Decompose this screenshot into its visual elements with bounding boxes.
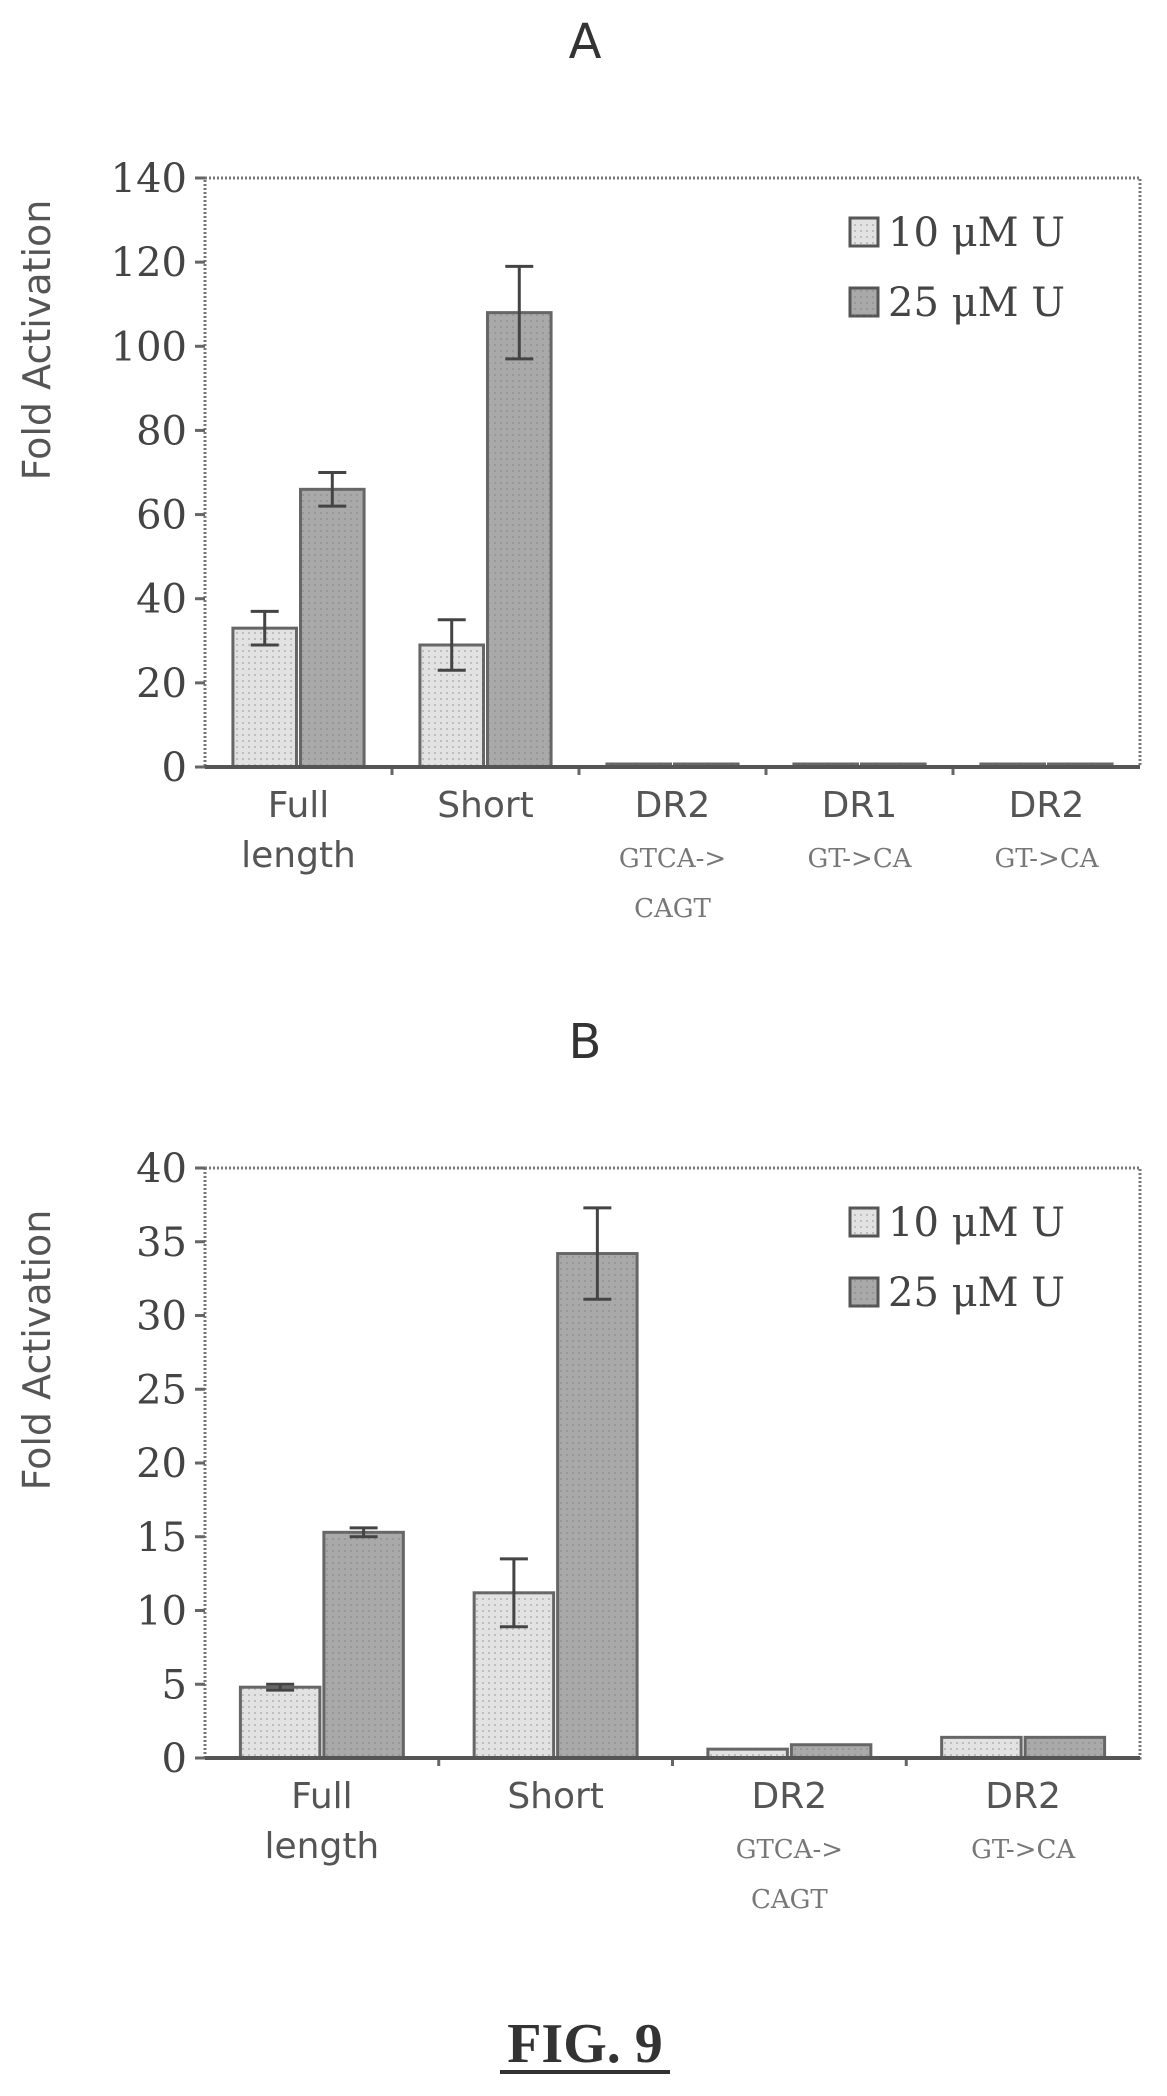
panel-b-legend-label: 25 μM U bbox=[888, 1270, 1065, 1316]
panel-b-category-sublabel: GT->CA bbox=[971, 1835, 1076, 1865]
panel-a-bar-texture bbox=[300, 489, 365, 767]
panel-b-bar-texture bbox=[240, 1687, 320, 1758]
panel-b-y-axis-label: Fold Activation bbox=[15, 1210, 59, 1491]
panel-b-category-label: DR2 bbox=[985, 1776, 1061, 1817]
panel-b-y-tick-label: 15 bbox=[136, 1515, 187, 1561]
panel-a-legend-label: 10 μM U bbox=[888, 210, 1065, 256]
panel-a-letter: A bbox=[569, 14, 602, 70]
panel-a-plot: 0 20 40 60 80 100 120 140 Full length Short DR2 GTCA… bbox=[111, 156, 1142, 924]
panel-b-legend-swatch-texture bbox=[850, 1208, 878, 1236]
panel-a-y-tick-label: 20 bbox=[136, 661, 187, 707]
panel-b-bar-texture bbox=[323, 1532, 404, 1758]
panel-b-y-tick-label: 10 bbox=[136, 1589, 187, 1635]
panel-b-letter: B bbox=[569, 1014, 602, 1070]
panel-a-category-label: DR2 bbox=[1009, 785, 1085, 826]
panel-a-y-axis-label: Fold Activation bbox=[15, 200, 59, 481]
panel-a-category-sublabel: GT->CA bbox=[995, 844, 1100, 874]
panel-b-bar-texture bbox=[1025, 1737, 1105, 1758]
panel-b-plot: 0 5 10 15 20 25 30 35 40 Full length Short DR2 GTCA->… bbox=[136, 1146, 1142, 1915]
panel-b-category-sublabel-2: CAGT bbox=[751, 1885, 828, 1915]
panel-a-legend-swatch-texture bbox=[850, 218, 878, 246]
panel-b-category-label: Full bbox=[291, 1776, 353, 1817]
panel-a-category-sublabel: length bbox=[241, 835, 356, 876]
panel-a-category-sublabel: GT->CA bbox=[808, 844, 913, 874]
panel-b-category-sublabel: GTCA-> bbox=[736, 1835, 843, 1865]
panel-b-y-tick-label: 20 bbox=[136, 1441, 187, 1487]
figure-label: FIG. 9 bbox=[507, 2013, 663, 2075]
panel-a-bar-texture bbox=[487, 312, 552, 767]
panel-a-y-tick-label: 40 bbox=[136, 577, 187, 623]
panel-b-y-tick-label: 30 bbox=[136, 1294, 187, 1340]
panel-b-category-sublabel: length bbox=[265, 1826, 380, 1867]
panel-b-category-label: Short bbox=[507, 1776, 604, 1817]
panel-a-category-sublabel-2: CAGT bbox=[634, 894, 711, 924]
panel-b-y-tick-label: 5 bbox=[162, 1662, 187, 1708]
panel-b-bar-texture bbox=[707, 1749, 788, 1758]
panel-a-y-tick-label: 120 bbox=[111, 240, 187, 286]
panel-b-y-tick-label: 40 bbox=[136, 1146, 187, 1192]
panel-a-y-tick-label: 140 bbox=[111, 156, 187, 202]
panel-b-bar-texture bbox=[941, 1737, 1022, 1758]
panel-a-y-tick-label: 60 bbox=[136, 493, 187, 539]
panel-a-y-tick-label: 100 bbox=[111, 324, 187, 370]
panel-a-category-sublabel: GTCA-> bbox=[619, 844, 726, 874]
panel-a-category-label: DR2 bbox=[635, 785, 711, 826]
panel-b-bar-texture bbox=[791, 1744, 871, 1758]
panel-b-y-tick-label: 0 bbox=[162, 1736, 187, 1782]
panel-a-category-label: Full bbox=[268, 785, 330, 826]
panel-a: A Fold Activation 0 20 40 60 80 100 120 140 Full… bbox=[15, 14, 1142, 924]
panel-b-category-label: DR2 bbox=[752, 1776, 828, 1817]
panel-a-bar-texture bbox=[232, 628, 297, 767]
panel-a-plot-frame bbox=[203, 176, 1142, 769]
panel-b-legend-label: 10 μM U bbox=[888, 1200, 1065, 1246]
panel-a-legend-label: 25 μM U bbox=[888, 280, 1065, 326]
panel-b-y-tick-label: 35 bbox=[136, 1220, 187, 1266]
panel-a-y-tick-label: 80 bbox=[136, 408, 187, 454]
panel-a-legend-swatch-texture bbox=[850, 288, 878, 316]
panel-b-legend-swatch-texture bbox=[850, 1278, 878, 1306]
panel-b-y-tick-label: 25 bbox=[136, 1367, 187, 1413]
panel-b-bar-texture bbox=[557, 1253, 638, 1758]
panel-a-category-label: DR1 bbox=[822, 785, 898, 826]
panel-a-y-tick-label: 0 bbox=[162, 745, 187, 791]
panel-a-category-label: Short bbox=[437, 785, 534, 826]
panel-b: B Fold Activation 0 5 10 15 20 25 30 35 40 Full le… bbox=[15, 1014, 1142, 1915]
